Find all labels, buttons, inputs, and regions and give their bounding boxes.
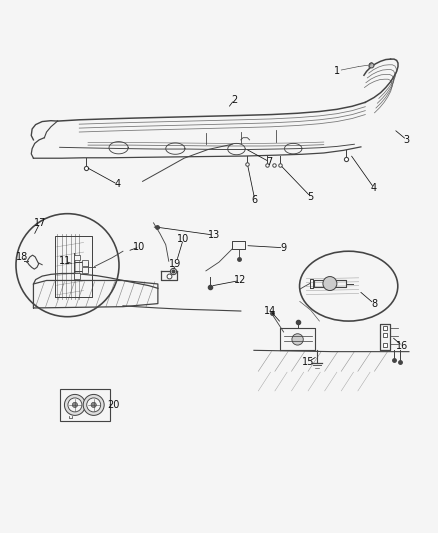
Text: 16: 16 xyxy=(396,341,409,351)
Text: 2: 2 xyxy=(231,95,237,104)
Text: 20: 20 xyxy=(107,400,120,410)
Circle shape xyxy=(72,402,78,408)
Text: 7: 7 xyxy=(266,157,272,167)
Ellipse shape xyxy=(300,251,398,321)
Text: 3: 3 xyxy=(404,135,410,145)
Text: 4: 4 xyxy=(115,180,121,189)
Text: 18: 18 xyxy=(15,252,28,262)
Circle shape xyxy=(83,394,104,415)
Bar xyxy=(60,389,110,422)
Text: 11: 11 xyxy=(59,256,71,266)
FancyBboxPatch shape xyxy=(82,261,88,265)
Circle shape xyxy=(87,398,101,412)
Text: 10: 10 xyxy=(134,242,146,252)
FancyBboxPatch shape xyxy=(74,255,80,261)
Circle shape xyxy=(68,398,82,412)
Text: 19: 19 xyxy=(169,260,181,269)
Text: 17: 17 xyxy=(34,218,46,228)
Text: 1: 1 xyxy=(334,66,340,76)
Text: 6: 6 xyxy=(252,195,258,205)
FancyBboxPatch shape xyxy=(74,273,80,279)
Text: 13: 13 xyxy=(208,230,220,240)
Circle shape xyxy=(323,277,337,290)
Text: 14: 14 xyxy=(265,306,277,316)
Text: 8: 8 xyxy=(371,298,377,309)
Circle shape xyxy=(91,402,96,408)
Text: 5: 5 xyxy=(307,192,314,201)
FancyBboxPatch shape xyxy=(82,268,88,272)
Circle shape xyxy=(16,214,119,317)
Text: 15: 15 xyxy=(302,357,314,367)
Text: 12: 12 xyxy=(234,276,246,286)
Circle shape xyxy=(292,334,303,345)
Text: 10: 10 xyxy=(177,235,189,245)
Circle shape xyxy=(64,394,85,415)
Text: 4: 4 xyxy=(371,183,377,193)
Text: 9: 9 xyxy=(281,243,287,253)
